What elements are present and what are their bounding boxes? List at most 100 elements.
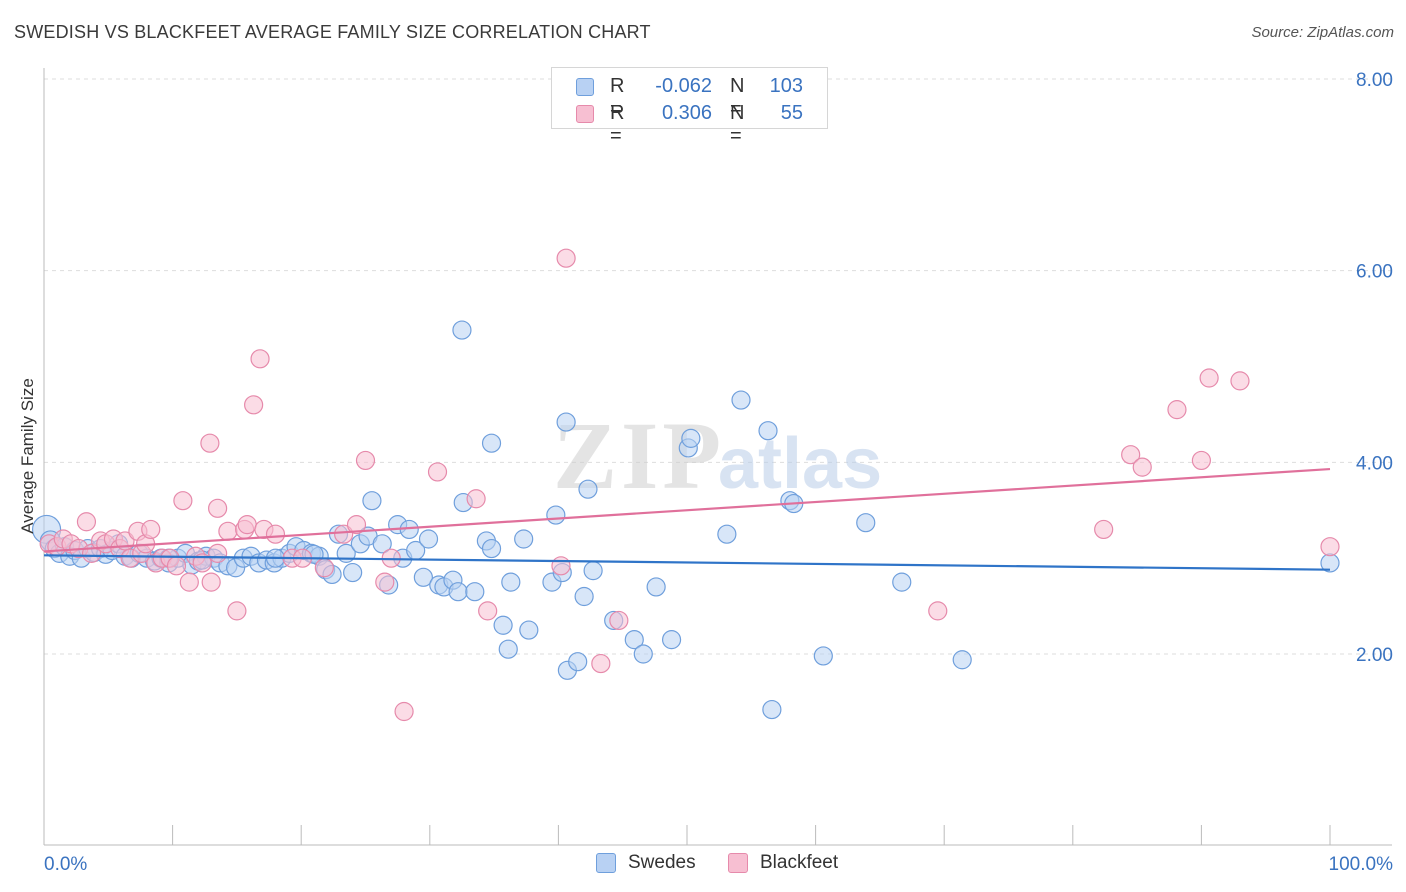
blackfeet-point-16 bbox=[141, 519, 161, 540]
trend-lines bbox=[43, 467, 1331, 571]
blackfeet-point-43 bbox=[394, 701, 414, 722]
blackfeet-point-49 bbox=[591, 653, 611, 674]
swedes-point-77 bbox=[568, 652, 588, 672]
blackfeet-point-48 bbox=[556, 248, 576, 268]
blackfeet-point-28 bbox=[227, 601, 247, 621]
swedes-point-78 bbox=[574, 586, 594, 607]
n-label: N = bbox=[730, 75, 745, 120]
blackfeet-point-52 bbox=[208, 498, 228, 518]
blackfeet-point-41 bbox=[375, 572, 395, 592]
swedes-point-87 bbox=[681, 428, 701, 448]
blackfeet-point-54 bbox=[1094, 519, 1114, 540]
swedes-points bbox=[31, 320, 1340, 720]
y-tick-label-3: 8.00 bbox=[1356, 70, 1393, 91]
swedes-point-95 bbox=[856, 513, 876, 533]
swedes-point-68 bbox=[498, 639, 518, 659]
swedes-point-88 bbox=[717, 524, 737, 544]
blackfeet-point-31 bbox=[244, 395, 264, 415]
r-label: R = bbox=[610, 102, 625, 147]
y-tick-label-1: 4.00 bbox=[1356, 453, 1393, 474]
swedes-trend-line bbox=[43, 554, 1331, 571]
blackfeet-point-37 bbox=[314, 558, 334, 578]
blackfeet-point-22 bbox=[179, 572, 199, 592]
swedes-legend-swatch bbox=[596, 853, 616, 873]
blackfeet-point-47 bbox=[551, 556, 571, 576]
swedes-swatch bbox=[576, 78, 594, 96]
blackfeet-point-24 bbox=[192, 553, 212, 573]
blackfeet-point-60 bbox=[1230, 371, 1250, 391]
swedes-point-79 bbox=[578, 479, 598, 499]
blackfeet-point-21 bbox=[173, 491, 193, 511]
watermark-atlas: atlas bbox=[718, 424, 882, 504]
swedes-point-80 bbox=[583, 561, 603, 581]
swedes-point-82 bbox=[624, 630, 644, 650]
source-label: Source: ZipAtlas.com bbox=[1251, 24, 1394, 41]
swedes-point-67 bbox=[493, 615, 513, 635]
blackfeet-legend-swatch bbox=[728, 853, 748, 873]
blackfeet-point-30 bbox=[237, 515, 257, 535]
swedes-point-85 bbox=[661, 630, 682, 650]
swedes-point-65 bbox=[481, 538, 502, 559]
swedes-point-66 bbox=[481, 433, 502, 453]
swedes-point-89 bbox=[731, 390, 751, 410]
correlation-legend: R = -0.062 N = 103 R = 0.306 N = 55 bbox=[551, 67, 828, 147]
swedes-point-61 bbox=[452, 320, 472, 340]
blackfeet-point-55 bbox=[1121, 445, 1141, 465]
y-tick-label-2: 6.00 bbox=[1356, 262, 1393, 283]
blackfeet-point-57 bbox=[1167, 400, 1187, 420]
swedes-point-70 bbox=[514, 529, 534, 549]
blackfeet-point-51 bbox=[200, 433, 220, 453]
swedes-point-63 bbox=[465, 582, 485, 602]
swedes-legend-label: Swedes bbox=[628, 852, 696, 873]
swedes-point-56 bbox=[418, 529, 439, 549]
blackfeet-point-59 bbox=[1199, 368, 1219, 388]
y-tick-label-0: 2.00 bbox=[1356, 645, 1393, 666]
blackfeet-swatch bbox=[576, 105, 594, 123]
blackfeet-point-58 bbox=[1191, 450, 1212, 471]
grid-lines bbox=[44, 78, 1392, 655]
tick-labels: 2.00 4.00 6.00 8.00 0.0% 100.0% bbox=[44, 70, 1393, 875]
blackfeet-point-26 bbox=[208, 543, 228, 563]
blackfeet-point-46 bbox=[478, 601, 498, 621]
y-axis-label: Average Family Size bbox=[18, 378, 37, 534]
swedes-point-48 bbox=[362, 491, 382, 511]
blackfeet-trend-line bbox=[43, 467, 1331, 553]
swedes-point-69 bbox=[501, 572, 521, 592]
watermark: ZIP atlas bbox=[553, 402, 882, 509]
n-label: N = bbox=[730, 102, 745, 147]
blackfeet-point-53 bbox=[928, 601, 948, 621]
r-value: 0.306 bbox=[661, 102, 712, 124]
blackfeet-point-61 bbox=[1320, 537, 1340, 557]
swedes-point-96 bbox=[892, 572, 912, 592]
swedes-point-83 bbox=[633, 644, 653, 664]
swedes-point-94 bbox=[813, 646, 833, 666]
swedes-point-97 bbox=[952, 650, 972, 670]
blackfeet-point-45 bbox=[466, 489, 486, 509]
swedes-point-73 bbox=[546, 505, 566, 525]
series-legend: Swedes Blackfeet bbox=[0, 850, 1406, 878]
chart-title: SWEDISH VS BLACKFEET AVERAGE FAMILY SIZE… bbox=[14, 22, 651, 42]
swedes-point-90 bbox=[758, 421, 778, 441]
swedes-point-71 bbox=[519, 620, 539, 640]
axes bbox=[43, 68, 1392, 846]
blackfeet-point-38 bbox=[334, 524, 354, 544]
x-tick-label-0: 0.0% bbox=[44, 854, 87, 875]
swedes-point-49 bbox=[372, 534, 392, 554]
blackfeet-legend-label: Blackfeet bbox=[760, 852, 839, 873]
r-value: -0.062 bbox=[655, 75, 712, 97]
blackfeet-point-20 bbox=[166, 556, 187, 576]
swedes-point-84 bbox=[646, 577, 666, 597]
n-value: 55 bbox=[780, 102, 803, 124]
blackfeet-point-50 bbox=[609, 610, 629, 631]
blackfeet-point-44 bbox=[427, 462, 448, 482]
watermark-zip: ZIP bbox=[553, 402, 725, 509]
blackfeet-point-5 bbox=[76, 512, 97, 532]
blackfeet-point-32 bbox=[250, 349, 270, 369]
swedes-point-91 bbox=[762, 699, 782, 720]
r-label: R = bbox=[610, 75, 625, 120]
blackfeet-point-25 bbox=[201, 572, 221, 592]
swedes-point-75 bbox=[556, 412, 576, 432]
blackfeet-point-39 bbox=[346, 515, 367, 535]
blackfeet-point-40 bbox=[355, 450, 376, 471]
